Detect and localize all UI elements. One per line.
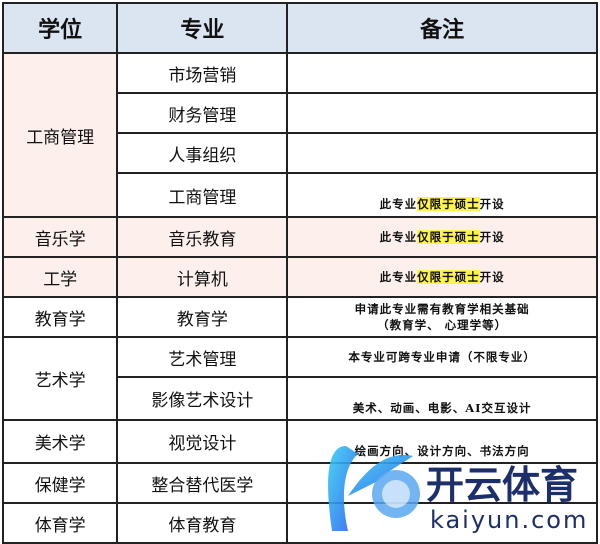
note-text: 此专业: [379, 230, 418, 244]
degree-cell: 教育学: [1, 296, 119, 338]
table-row: 人事组织: [3, 132, 598, 174]
major-cell: 整合替代医学: [116, 462, 289, 504]
degree-cell: 保健学: [1, 462, 119, 504]
degree-cell: 音乐学: [1, 216, 119, 258]
table-row: 教育学 教育学 申请此专业需有教育学相关基础 （教育学、 心理学等）: [1, 296, 598, 338]
major-cell: 工商管理: [116, 172, 289, 218]
highlighted-text: 仅限于硕士: [417, 197, 480, 211]
degree-cell: 美术学: [1, 419, 119, 464]
note-cell: 美术、动画、电影、AI交互设计: [286, 376, 598, 421]
major-cell: 计算机: [116, 256, 289, 298]
note-text: 开设: [479, 197, 505, 211]
table-row: 影像艺术设计 美术、动画、电影、AI交互设计: [3, 376, 598, 421]
svg-text:kaiyun.com: kaiyun.com: [430, 506, 588, 534]
major-cell: 市场营销: [116, 52, 289, 94]
note-text: （教育学、 心理学等）: [377, 318, 508, 332]
note-cell: 申请此专业需有教育学相关基础 （教育学、 心理学等）: [286, 296, 598, 338]
degree-cell: 艺术学: [1, 336, 119, 421]
major-cell: 体育教育: [116, 502, 289, 544]
note-text: 此专业: [379, 270, 418, 284]
note-cell: 本专业可跨专业申请（不限专业）: [286, 336, 598, 378]
table-row: 工学 计算机 此专业仅限于硕士开设: [1, 256, 598, 298]
note-cell: [286, 52, 598, 94]
note-text: 开设: [479, 230, 505, 244]
header-major: 专业: [116, 2, 289, 54]
major-cell: 视觉设计: [116, 419, 289, 464]
note-cell: [286, 132, 598, 174]
major-cell: 财务管理: [116, 92, 289, 134]
note-cell: 此专业仅限于硕士开设: [286, 216, 598, 258]
table-row: 保健学 整合替代医学: [1, 462, 598, 504]
highlighted-text: 仅限于硕士: [417, 230, 480, 244]
note-cell: 此专业仅限于硕士开设: [286, 172, 598, 218]
header-row: 学位 专业 备注: [1, 2, 598, 54]
major-cell: 艺术管理: [116, 336, 289, 378]
major-cell: 影像艺术设计: [116, 376, 289, 421]
header-degree: 学位: [1, 2, 119, 54]
header-note: 备注: [286, 2, 598, 54]
note-text: 申请此专业需有教育学相关基础: [354, 302, 530, 316]
table-row: 音乐学 音乐教育 此专业仅限于硕士开设: [1, 216, 598, 258]
note-text: 开设: [479, 270, 505, 284]
degree-cell: 体育学: [1, 502, 119, 544]
major-cell: 人事组织: [116, 132, 289, 174]
note-cell: [286, 92, 598, 134]
major-cell: 音乐教育: [116, 216, 289, 258]
svg-text:开云体育: 开云体育: [426, 463, 578, 507]
degree-cell: 工商管理: [1, 52, 119, 218]
note-cell: 此专业仅限于硕士开设: [286, 256, 598, 298]
highlighted-text: 仅限于硕士: [417, 270, 480, 284]
table-row: 工商管理 此专业仅限于硕士开设: [3, 172, 598, 218]
kaiyun-watermark-logo: 开云体育 kaiyun.com: [328, 446, 588, 534]
table-row: 美术学 视觉设计 绘画方向、设计方向、书法方向: [1, 419, 598, 464]
note-cell: 绘画方向、设计方向、书法方向: [286, 419, 598, 464]
degree-cell: 工学: [1, 256, 119, 298]
table-row: 财务管理: [3, 92, 598, 134]
major-cell: 教育学: [116, 296, 289, 338]
table-row: 艺术学 艺术管理 本专业可跨专业申请（不限专业）: [1, 336, 598, 421]
table-row: 工商管理 市场营销: [1, 52, 598, 218]
note-text: 此专业: [379, 197, 418, 211]
